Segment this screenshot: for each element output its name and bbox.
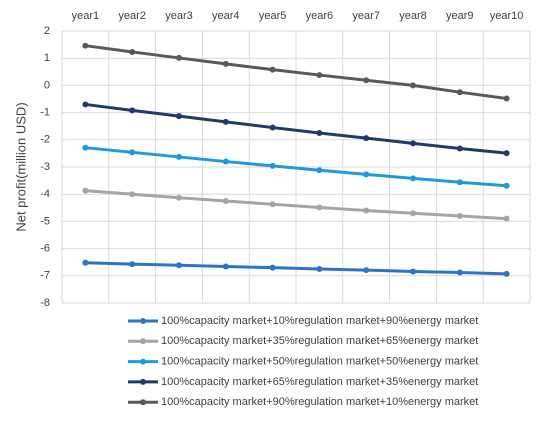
x-tick-label: year4 xyxy=(212,10,240,22)
series-line xyxy=(85,102,507,155)
x-tick-label: year8 xyxy=(399,10,427,22)
data-point xyxy=(410,268,416,275)
legend-marker xyxy=(140,318,146,324)
data-point xyxy=(269,264,276,271)
data-point xyxy=(316,266,323,272)
data-point xyxy=(176,153,182,160)
legend-marker xyxy=(140,358,146,365)
data-point xyxy=(222,158,229,165)
data-point xyxy=(503,150,510,157)
data-point xyxy=(222,263,229,270)
data-point xyxy=(316,130,323,136)
data-point xyxy=(456,89,463,96)
x-tick-label: year1 xyxy=(72,10,100,22)
data-point xyxy=(456,269,463,276)
y-tick-label: -5 xyxy=(40,215,50,227)
data-point xyxy=(410,140,416,147)
data-point xyxy=(269,201,276,208)
legend-marker xyxy=(140,399,146,406)
series-line xyxy=(85,146,507,188)
series-line xyxy=(85,261,507,276)
legend-label: 100%capacity market+35%regulation market… xyxy=(161,335,478,347)
data-point xyxy=(269,124,276,131)
data-point xyxy=(176,54,182,61)
y-tick-label: -8 xyxy=(40,297,50,309)
data-point xyxy=(176,113,182,120)
data-point xyxy=(316,72,323,79)
x-tick-label: year9 xyxy=(446,10,474,22)
data-point xyxy=(222,118,229,125)
data-point xyxy=(82,101,89,108)
data-point xyxy=(410,82,416,89)
data-point xyxy=(222,198,229,204)
data-point xyxy=(363,77,370,84)
legend-marker xyxy=(140,378,146,385)
data-point xyxy=(456,212,463,219)
series-line xyxy=(85,189,507,221)
data-point xyxy=(269,66,276,73)
data-point xyxy=(82,144,89,151)
data-point xyxy=(363,171,370,178)
legend-label: 100%capacity market+90%regulation market… xyxy=(161,396,478,408)
y-tick-label: 1 xyxy=(44,52,50,64)
data-point xyxy=(129,149,136,156)
data-point xyxy=(503,95,510,102)
y-tick-label: -6 xyxy=(40,243,50,255)
y-axis-label: Net profit(million USD) xyxy=(13,102,28,231)
legend-label: 100%capacity market+65%regulation market… xyxy=(161,376,478,388)
data-point xyxy=(316,167,323,174)
y-tick-label: -2 xyxy=(40,134,50,146)
data-point xyxy=(129,107,136,114)
data-point xyxy=(82,259,89,266)
data-point xyxy=(456,179,463,186)
data-point xyxy=(503,270,510,277)
data-point xyxy=(363,207,370,214)
y-tick-label: -1 xyxy=(40,107,50,119)
data-point xyxy=(410,175,416,182)
data-point xyxy=(82,187,89,194)
legend-label: 100%capacity market+50%regulation market… xyxy=(161,356,478,368)
y-tick-label: 2 xyxy=(44,25,50,37)
y-tick-label: -4 xyxy=(40,188,50,200)
x-tick-label: year3 xyxy=(165,10,193,22)
legend-label: 100%capacity market+10%regulation market… xyxy=(161,315,478,327)
data-point xyxy=(269,162,276,169)
y-tick-label: 0 xyxy=(44,79,50,91)
x-tick-label: year10 xyxy=(490,10,524,22)
data-point xyxy=(503,215,510,222)
x-tick-label: year5 xyxy=(259,10,287,22)
data-point xyxy=(82,42,89,49)
x-tick-label: year6 xyxy=(306,10,334,22)
data-point xyxy=(316,204,323,211)
data-point xyxy=(129,261,136,268)
data-point xyxy=(176,194,182,201)
data-point xyxy=(363,267,370,274)
data-point xyxy=(410,210,416,217)
data-point xyxy=(503,182,510,189)
data-point xyxy=(456,145,463,152)
y-tick-label: -7 xyxy=(40,270,50,282)
data-point xyxy=(363,135,370,142)
data-point xyxy=(129,48,136,55)
data-point xyxy=(129,191,136,198)
x-tick-label: year2 xyxy=(118,10,146,22)
x-tick-label: year7 xyxy=(352,10,380,22)
series-line xyxy=(85,44,507,100)
y-tick-label: -3 xyxy=(40,161,50,173)
legend-marker xyxy=(140,338,146,345)
data-point xyxy=(176,262,182,269)
data-point xyxy=(222,60,229,67)
